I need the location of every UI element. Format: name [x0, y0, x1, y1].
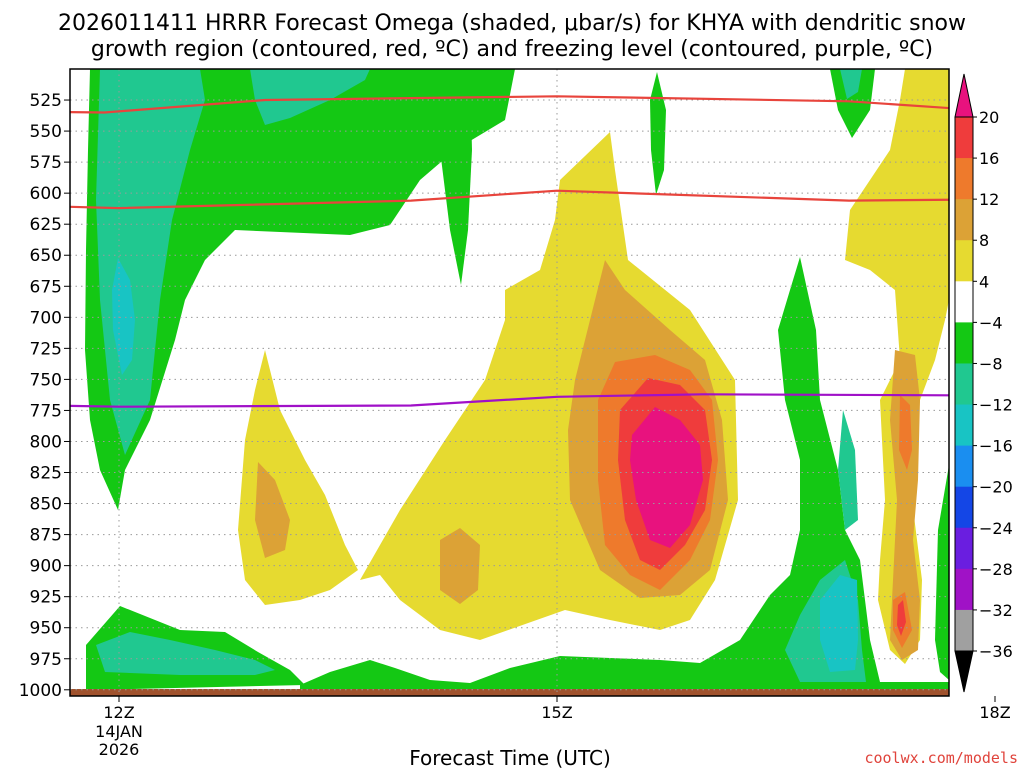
y-tick-label: 1000 — [19, 681, 62, 701]
y-tick-label: 850 — [30, 495, 62, 515]
y-tick-label: 675 — [30, 277, 62, 297]
shade-green-spike-3 — [830, 69, 875, 138]
shade-teal-top-east — [840, 69, 862, 99]
colorbar-swatch — [955, 117, 973, 159]
shade-orange-east — [899, 395, 912, 470]
colorbar-label: −24 — [979, 519, 1013, 538]
shade-green-spike-2 — [650, 72, 666, 195]
colorbar: 20 16 12 8 4 −4 −8 −12 −16 −20 −24 −28 −32 −36 — [954, 73, 1013, 693]
colorbar-top-arrow — [954, 73, 974, 118]
colorbar-label: −20 — [979, 478, 1013, 497]
colorbar-swatch — [955, 281, 973, 323]
chart-title-line2: growth region (contoured, red, ºC) and f… — [91, 37, 933, 62]
shade-cyan-west-core — [112, 258, 135, 375]
y-tick-label: 925 — [30, 588, 62, 608]
y-tick-label: 725 — [30, 339, 62, 359]
colorbar-swatch — [955, 404, 973, 447]
x-tick-date: 14JAN — [95, 722, 143, 741]
colorbar-label: 12 — [979, 190, 999, 209]
colorbar-swatch — [955, 445, 973, 488]
y-tick-label: 975 — [30, 650, 62, 670]
colorbar-swatch — [955, 527, 973, 570]
colorbar-swatch — [955, 199, 973, 241]
dgz-upper-minus-18-contour — [70, 95, 949, 114]
y-tick-label: 750 — [30, 370, 62, 390]
shade-gold-west — [255, 462, 290, 558]
y-tick-label: 900 — [30, 557, 62, 577]
shade-green-east-edge — [935, 465, 949, 680]
y-tick-label: 650 — [30, 246, 62, 266]
y-tick-label: 875 — [30, 526, 62, 546]
contour-lines: -180 — [70, 95, 949, 408]
x-tick-label: 12Z — [103, 703, 134, 722]
shade-red-east — [897, 600, 906, 636]
y-tick-label: 525 — [30, 91, 62, 111]
colorbar-swatch — [955, 240, 973, 282]
shade-green-spike-1 — [430, 69, 472, 285]
colorbar-label: −32 — [979, 601, 1013, 620]
colorbar-swatch — [955, 322, 973, 364]
x-axis: 12Z14JAN202615Z18Z21Z00Z15JAN03Z — [95, 696, 1011, 759]
plot-frame — [69, 68, 950, 697]
colorbar-label: −4 — [979, 313, 1003, 332]
colorbar-label: −8 — [979, 354, 1003, 373]
colorbar-label: −36 — [979, 642, 1013, 661]
omega-band-above-20 — [630, 407, 703, 548]
dgz-lower-contour — [70, 189, 949, 210]
shade-green-surface-band — [300, 257, 949, 696]
x-tick-label: 18Z — [979, 703, 1010, 722]
x-tick-year: 2026 — [99, 740, 140, 759]
shade-green-upper-left — [85, 69, 515, 510]
x-axis-title: Forecast Time (UTC) — [409, 746, 611, 768]
shade-gold-mid — [440, 528, 480, 604]
shade-cyan-east-core — [820, 575, 858, 672]
colorbar-swatch — [955, 486, 973, 529]
gridlines — [70, 69, 949, 696]
credit-text: coolwx.com/models — [864, 749, 1018, 767]
y-tick-label: 800 — [30, 432, 62, 452]
colorbar-bottom-arrow — [954, 650, 974, 693]
colorbar-swatch — [955, 363, 973, 406]
omega-band-minus16-minus12 — [112, 258, 858, 672]
y-tick-label: 775 — [30, 401, 62, 421]
plot-area: -180 — [70, 69, 949, 696]
y-tick-label: 550 — [30, 122, 62, 142]
colorbar-swatch — [955, 568, 973, 611]
y-tick-label: 625 — [30, 215, 62, 235]
shade-teal-near-surface — [96, 632, 275, 675]
colorbar-label: 8 — [979, 231, 989, 250]
colorbar-swatch — [955, 609, 973, 652]
y-tick-label: 825 — [30, 464, 62, 484]
y-tick-label: 700 — [30, 308, 62, 328]
shade-gold-east — [890, 350, 920, 660]
colorbar-label: −16 — [979, 437, 1013, 456]
colorbar-label: 4 — [979, 272, 989, 291]
colorbar-label: 20 — [979, 108, 999, 127]
shade-magenta-core — [630, 407, 703, 548]
shade-teal-east-column-2 — [838, 410, 858, 530]
y-tick-label: 575 — [30, 153, 62, 173]
shade-teal-west-top — [250, 69, 370, 125]
y-axis: 525 550 575 600 625 650 675 700 725 750 775 800 825 8… — [19, 91, 70, 701]
ground-surface-strip — [70, 689, 949, 696]
colorbar-swatch — [955, 158, 973, 200]
freezing-level-0C-contour — [70, 393, 949, 408]
chart-title-line1: 2026011411 HRRR Forecast Omega (shaded, … — [58, 11, 966, 36]
y-tick-label: 950 — [30, 619, 62, 639]
x-tick-label: 15Z — [541, 703, 572, 722]
y-tick-label: 600 — [30, 184, 62, 204]
colorbar-label: −28 — [979, 560, 1013, 579]
colorbar-label: 16 — [979, 149, 999, 168]
colorbar-label: −12 — [979, 396, 1013, 415]
